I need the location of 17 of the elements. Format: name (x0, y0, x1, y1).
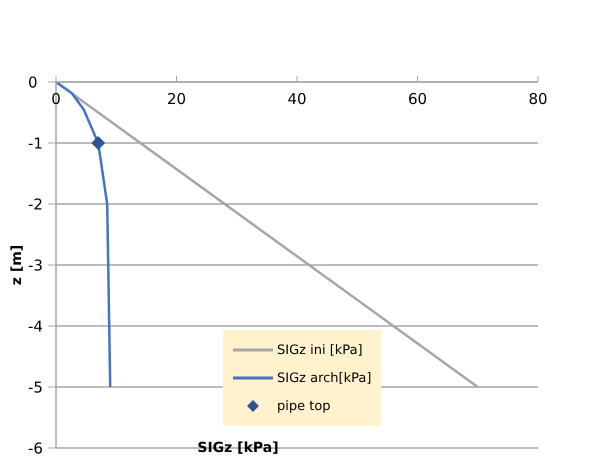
x-tick-label: 60 (408, 90, 428, 108)
y-tick-label: -6 (28, 439, 43, 458)
x-tick-label: 0 (51, 90, 61, 108)
y-tick-label: 0 (28, 73, 38, 92)
y-tick-label: -2 (28, 195, 43, 214)
y-axis-title: z [m] (8, 244, 25, 286)
x-tick-label: 20 (166, 90, 186, 108)
y-tick-label: -4 (28, 317, 43, 336)
legend-label: SIGz arch[kPa] (277, 370, 372, 386)
legend-label: SIGz ini [kPa] (277, 342, 363, 358)
x-tick-label: 80 (528, 90, 548, 108)
legend-label: pipe top (277, 398, 331, 414)
y-tick-label: -1 (28, 134, 43, 152)
y-tick-label: -3 (28, 256, 43, 274)
x-axis-title: SIGz [kPa] (197, 440, 279, 456)
x-tick-label: 40 (287, 90, 307, 108)
y-tick-label: -5 (28, 378, 43, 396)
